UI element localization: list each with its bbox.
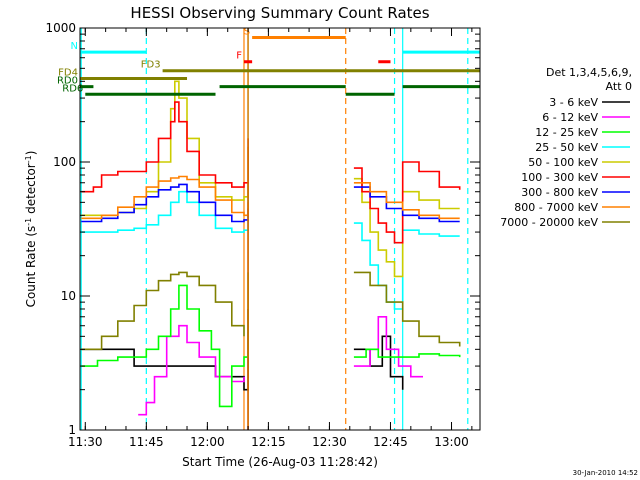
series-50-100-kev-seg-1 [353, 177, 460, 278]
y-tick-label-0: 1 [68, 423, 76, 437]
x-tick-label-5: 12:45 [373, 435, 408, 449]
legend-label-25-50-kev: 25 - 50 keV [535, 141, 598, 154]
y-tick-label-2: 100 [53, 155, 76, 169]
legend-label-12-25-kev: 12 - 25 keV [535, 126, 598, 139]
legend-label-3-6-kev: 3 - 6 keV [549, 96, 598, 109]
series-300-800-kev-seg-0 [81, 183, 249, 223]
legend: 3 - 6 keV 6 - 12 keV 12 - 25 keV 25 - 50 ke… [500, 96, 630, 229]
state-label-rd6: RD6 [62, 83, 83, 94]
y-tick-label-3: 1000 [45, 21, 76, 35]
x-tick-label-1: 11:45 [129, 435, 164, 449]
series-3-6-kev-seg-0 [81, 309, 249, 391]
series-25-50-kev-seg-1 [353, 222, 460, 310]
series-50-100-kev-seg-0 [81, 80, 249, 217]
chart-title: HESSI Observing Summary Count Rates [130, 4, 429, 22]
legend-label-100-300-kev: 100 - 300 keV [521, 171, 598, 184]
series-12-25-kev-seg-1 [353, 348, 461, 358]
legend-header-line1: Det 1,3,4,5,6,9, [546, 66, 632, 79]
state-label-fd3: FD3 [141, 60, 161, 71]
y-axis-ticks: 1 10 100 1000 [45, 21, 480, 437]
x-tick-label-0: 11:30 [68, 435, 103, 449]
series-25-50-kev-seg-0 [81, 182, 249, 233]
series-100-300-kev-seg-0 [81, 101, 249, 193]
state-label-fd4: FD4 [58, 67, 78, 78]
x-axis-label: Start Time (26-Aug-03 11:28:42) [182, 455, 378, 469]
series-7000-20000-kev-seg-1 [353, 271, 461, 347]
y-axis-label: Count Rate (s-1 detector-1) [24, 151, 38, 308]
x-tick-label-6: 13:00 [434, 435, 469, 449]
state-label-s: S [244, 26, 250, 37]
legend-label-6-12-kev: 6 - 12 keV [542, 111, 598, 124]
state-label-rd0: RD0 [57, 76, 78, 87]
state-label-n: N [71, 41, 78, 52]
series-12-25-kev-seg-0 [81, 272, 249, 408]
legend-header-line2: Att 0 [606, 80, 632, 93]
legend-label-50-100-kev: 50 - 100 keV [528, 156, 598, 169]
state-label-f: F [236, 51, 242, 62]
series-800-7000-kev-seg-1 [353, 182, 460, 220]
y-tick-label-1: 10 [61, 289, 76, 303]
x-axis-ticks: 11:30 11:45 12:00 12:15 12:30 12:45 13:00 [68, 28, 473, 449]
series-6-12-kev-seg-0 [138, 324, 245, 416]
timestamp: 30-Jan-2010 14:52 [573, 469, 638, 477]
x-tick-label-2: 12:00 [190, 435, 225, 449]
series-800-7000-kev-seg-0 [81, 175, 249, 220]
x-tick-label-3: 12:15 [251, 435, 286, 449]
x-tick-label-4: 12:30 [312, 435, 347, 449]
series-7000-20000-kev-seg-0 [81, 271, 245, 351]
series-6-12-kev-seg-1 [353, 316, 423, 378]
series-lines [81, 80, 461, 416]
legend-label-300-800-kev: 300 - 800 keV [521, 186, 598, 199]
legend-label-7000-20000-kev: 7000 - 20000 keV [500, 216, 598, 229]
plot-frame [79, 27, 481, 431]
legend-label-800-7000-kev: 800 - 7000 keV [514, 201, 598, 214]
